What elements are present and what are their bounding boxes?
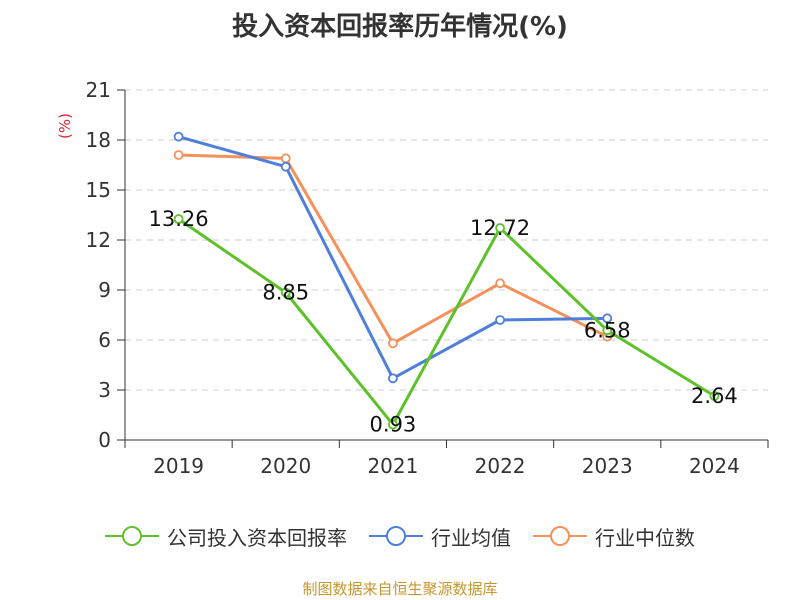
data-point (280, 161, 291, 172)
chart-title: 投入资本回报率历年情况(%) (232, 12, 568, 42)
data-label: 0.93 (370, 413, 417, 437)
data-point (280, 153, 291, 164)
x-tick-label: 2019 (153, 454, 204, 478)
data-point (173, 131, 184, 142)
grid-lines (125, 89, 768, 391)
y-tick-label: 12 (86, 228, 111, 252)
legend-item[interactable]: 行业中位数 (533, 522, 695, 551)
y-tick-label: 6 (98, 328, 111, 352)
data-point (709, 391, 720, 401)
data-point (602, 313, 613, 324)
x-tick-label: 2020 (260, 454, 311, 478)
x-tick-label: 2021 (367, 454, 418, 478)
y-tick-label: 9 (98, 278, 111, 302)
data-label: 8.85 (262, 281, 309, 305)
data-point (495, 315, 505, 325)
data-label: 12.72 (470, 216, 530, 240)
legend-line-marker-icon (533, 526, 587, 546)
data-label: 6.58 (584, 318, 631, 342)
series-line (177, 217, 716, 426)
data-point (388, 419, 398, 430)
data-label: 2.64 (691, 384, 738, 408)
legend-item[interactable]: 公司投入资本回报率 (105, 522, 347, 551)
data-point (602, 325, 613, 336)
x-tick-label: 2022 (475, 454, 526, 478)
data-point (173, 150, 184, 160)
data-label: 13.26 (149, 207, 209, 231)
source-note: 制图数据来自恒生聚源数据库 (302, 580, 498, 598)
data-point (388, 373, 398, 384)
y-tick-label: 15 (86, 178, 111, 202)
y-tick-label: 3 (98, 378, 111, 402)
legend-label: 公司投入资本回报率 (167, 525, 347, 550)
series-line (178, 153, 608, 345)
legend-line-marker-icon (369, 526, 423, 546)
series-lines (173, 131, 720, 430)
data-point (495, 278, 505, 289)
data-labels: 13.26 8.85 0.93 12.72 6.58 2.64 (149, 207, 738, 437)
x-tick-label: 2024 (689, 454, 740, 478)
data-point (173, 214, 184, 224)
x-tick-label: 2023 (582, 454, 633, 478)
legend-label: 行业中位数 (595, 525, 695, 550)
data-point (388, 338, 398, 349)
legend: 公司投入资本回报率 行业均值 行业中位数 (0, 518, 800, 554)
legend-item[interactable]: 行业均值 (369, 522, 511, 551)
data-point (280, 287, 291, 298)
legend-label: 行业均值 (431, 525, 511, 550)
y-tick-label: 21 (86, 78, 111, 102)
y-tick-label: 18 (86, 128, 111, 152)
y-axis-label: (%) (56, 113, 74, 139)
axes: 0 3 6 9 12 15 18 21 2019 2020 2021 2022 2023 2024 (%) (56, 78, 769, 478)
y-tick-label: 0 (98, 428, 111, 452)
data-point (495, 223, 505, 233)
legend-line-marker-icon (105, 526, 159, 546)
